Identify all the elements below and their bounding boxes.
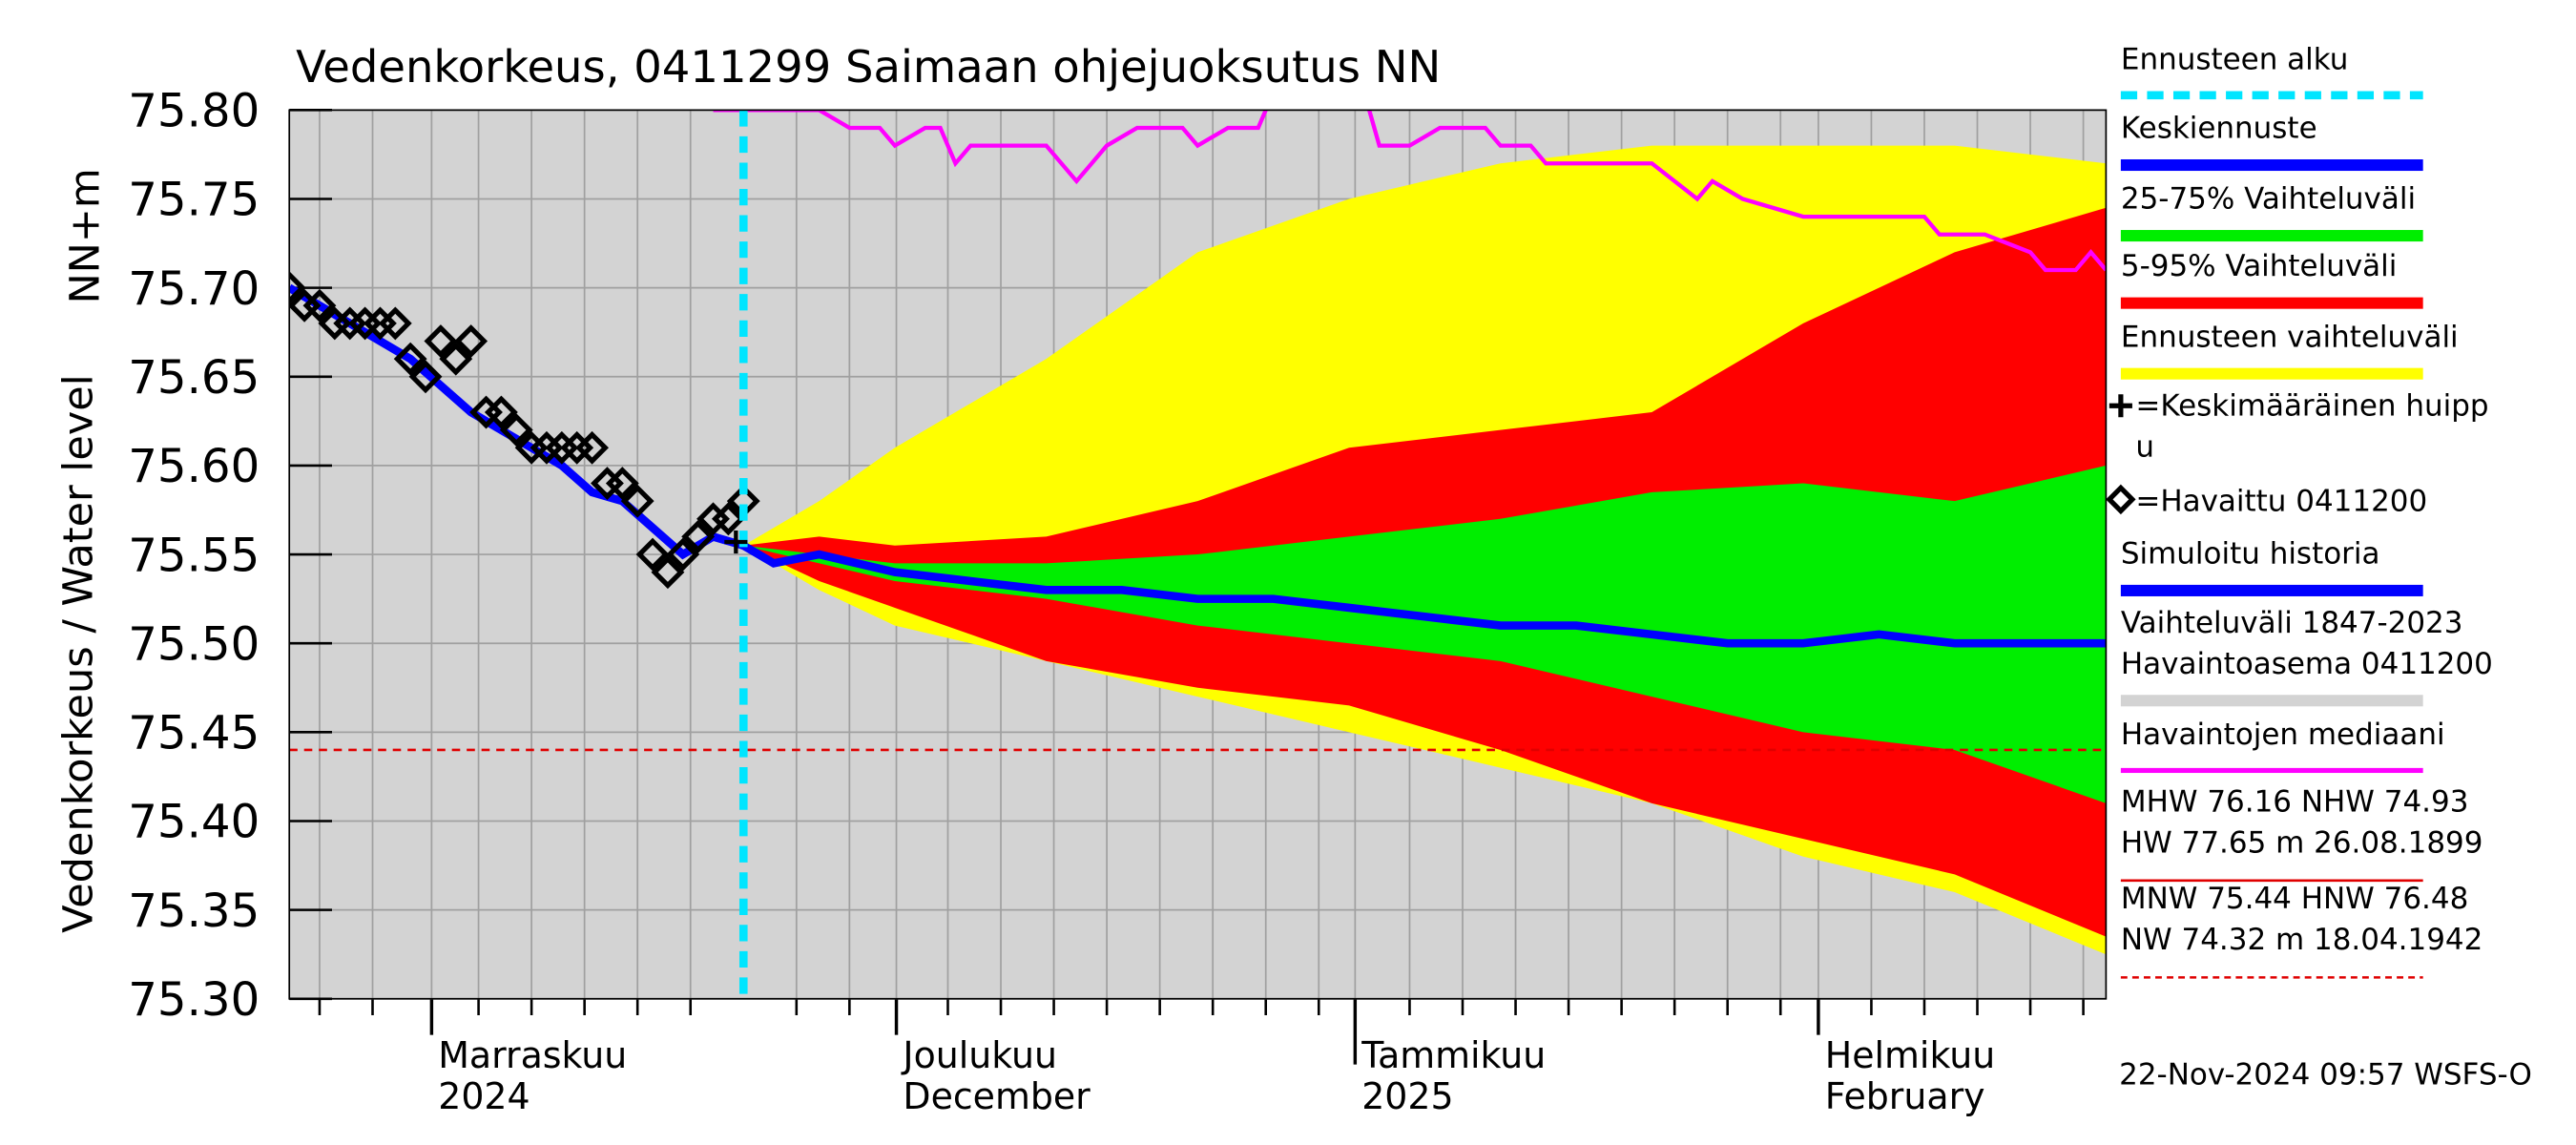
observed-point — [289, 271, 306, 305]
series-line — [741, 542, 2107, 648]
x-tick-label: 2025 — [1361, 1075, 1453, 1117]
legend-label: 5-95% Vaihteluväli — [2121, 249, 2397, 283]
plot-area — [289, 110, 2107, 999]
observed-point — [620, 484, 654, 518]
stats-label: MHW 76.16 NHW 74.93 — [2121, 785, 2469, 820]
legend-label: Vaihteluväli 1847-2023 — [2121, 606, 2463, 640]
chart-title: Vedenkorkeus, 0411299 Saimaan ohjejuoksu… — [296, 41, 1441, 93]
observed-point — [424, 324, 458, 358]
y-tick-label: 75.60 — [128, 440, 260, 493]
legend-label: Keskiennuste — [2121, 112, 2317, 146]
observed-point — [302, 288, 337, 323]
legend-swatch — [2120, 695, 2423, 707]
observed-point — [439, 342, 473, 376]
legend-swatch — [2120, 767, 2423, 774]
range-band — [743, 465, 2107, 803]
stats-label: NW 74.32 m 18.04.1942 — [2121, 923, 2483, 957]
y-tick-label: 75.50 — [128, 617, 260, 671]
legend-swatch — [2120, 367, 2423, 380]
y-tick-label: 75.45 — [128, 707, 260, 760]
stats-label: MNW 75.44 HNW 76.48 — [2121, 882, 2468, 916]
x-tick-label: Tammikuu — [1361, 1034, 1546, 1076]
observed-point — [711, 502, 745, 536]
legend-swatch — [2109, 394, 2132, 418]
y-axis-label: Vedenkorkeus / Water level — [55, 374, 103, 933]
observed-point — [575, 430, 610, 465]
legend-label: 25-75% Vaihteluväli — [2121, 182, 2416, 217]
x-tick-label: Marraskuu — [438, 1034, 627, 1076]
legend-label: Ennusteen alku — [2121, 42, 2349, 76]
observed-point — [666, 537, 700, 572]
y-tick-label: 75.30 — [128, 973, 260, 1027]
legend-swatch — [2120, 297, 2423, 309]
x-tick-label: Helmikuu — [1825, 1034, 1995, 1076]
footer: 22-Nov-2024 09:57 WSFS-O — [2119, 1057, 2532, 1092]
legend-label: Havaintojen mediaani — [2121, 718, 2445, 752]
mean-peak — [724, 530, 748, 554]
y-tick-label: 75.70 — [128, 262, 260, 316]
x-tick-label: December — [903, 1075, 1091, 1117]
observed-point — [408, 360, 443, 394]
series-line — [713, 110, 2107, 273]
legend-label: =Havaittu 0411200 — [2135, 484, 2427, 518]
stats-label: HW 77.65 m 26.08.1899 — [2121, 826, 2483, 861]
y-tick-label: 75.65 — [128, 351, 260, 405]
plot-frame — [288, 109, 2108, 1000]
observed-point — [378, 306, 412, 341]
y-tick-label: 75.40 — [128, 796, 260, 849]
y-tick-label: 75.35 — [128, 885, 260, 938]
x-tick-label: February — [1825, 1075, 1985, 1117]
x-tick-label: Joulukuu — [901, 1034, 1057, 1076]
observed-point — [635, 537, 670, 572]
legend-label: Simuloitu historia — [2121, 537, 2380, 572]
observed-point — [605, 467, 639, 500]
legend-swatch — [2106, 484, 2136, 515]
legend-swatch — [2120, 159, 2423, 172]
legend-label: Havaintoasema 0411200 — [2121, 647, 2493, 681]
observed-point — [484, 395, 518, 429]
y-tick-label: 75.80 — [128, 85, 260, 138]
legend-label: Ennusteen vaihteluväli — [2121, 320, 2459, 354]
y-axis-unit: NN+m — [62, 168, 110, 303]
observed-point — [651, 555, 685, 590]
observed-point — [454, 324, 488, 358]
legend-label: u — [2135, 430, 2154, 465]
observed-point — [393, 342, 427, 376]
observed-point — [681, 520, 716, 553]
x-tick-label: 2024 — [438, 1075, 530, 1117]
legend-swatch — [2120, 230, 2423, 242]
y-tick-label: 75.55 — [128, 529, 260, 582]
observed-point — [499, 413, 533, 448]
y-tick-label: 75.75 — [128, 174, 260, 227]
legend-swatch — [2120, 584, 2423, 596]
legend-label: =Keskimääräinen huipp — [2135, 389, 2488, 424]
